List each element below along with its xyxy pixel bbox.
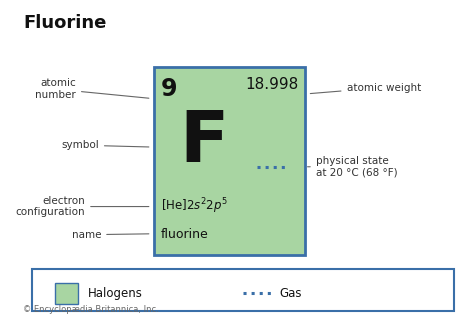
Text: © Encyclopædia Britannica, Inc.: © Encyclopædia Britannica, Inc.	[23, 305, 159, 314]
Text: Halogens: Halogens	[87, 287, 142, 300]
Text: fluorine: fluorine	[161, 228, 209, 241]
Text: F: F	[179, 108, 228, 177]
Text: physical state
at 20 °C (68 °F): physical state at 20 °C (68 °F)	[308, 156, 397, 178]
Text: 18.998: 18.998	[245, 76, 298, 92]
Text: $[\mathrm{He}]2s^{2}2p^{5}$: $[\mathrm{He}]2s^{2}2p^{5}$	[161, 197, 228, 216]
FancyBboxPatch shape	[55, 283, 78, 304]
FancyBboxPatch shape	[32, 269, 454, 312]
Text: 9: 9	[161, 76, 177, 100]
Text: symbol: symbol	[61, 140, 149, 150]
Text: atomic weight: atomic weight	[310, 82, 421, 94]
Text: Gas: Gas	[279, 287, 301, 300]
Text: name: name	[72, 230, 149, 240]
FancyBboxPatch shape	[154, 67, 305, 255]
Text: Fluorine: Fluorine	[23, 14, 107, 32]
Text: electron
configuration: electron configuration	[16, 196, 149, 217]
Text: atomic
number: atomic number	[35, 78, 149, 100]
